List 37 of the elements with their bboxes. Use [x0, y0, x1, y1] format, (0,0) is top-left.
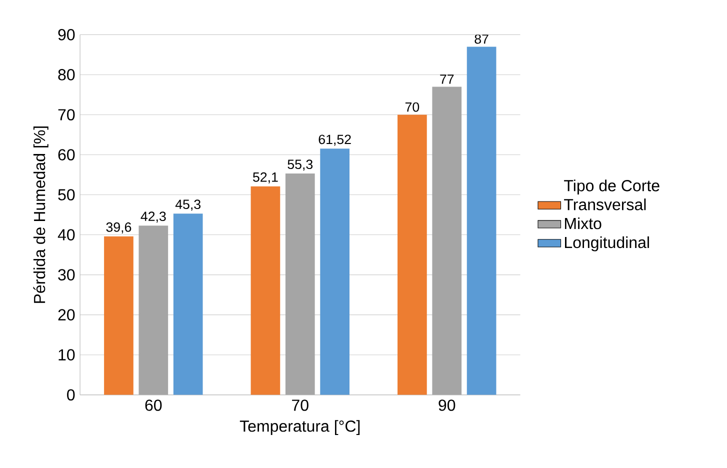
- x-tick-label: 90: [438, 399, 456, 411]
- x-tick-label: 70: [292, 399, 308, 411]
- y-tick-label: 40: [58, 229, 75, 240]
- bar: [138, 225, 168, 395]
- data-label: 61,52: [318, 134, 351, 146]
- legend-label: Mixto: [565, 217, 602, 230]
- y-tick-label: 80: [58, 68, 75, 80]
- bar: [466, 46, 496, 395]
- legend-title: Tipo de Corte: [564, 179, 660, 194]
- data-label: 42,3: [140, 212, 166, 223]
- y-tick-label: 0: [67, 389, 75, 400]
- y-tick-label: 50: [58, 188, 75, 200]
- data-label: 77: [440, 74, 454, 84]
- y-tick-label: 20: [58, 309, 75, 320]
- y-tick-label: 10: [58, 349, 75, 360]
- legend-label: Transversal: [564, 198, 646, 210]
- x-axis-title: Temperatura [°C]: [240, 420, 360, 435]
- y-tick-label: 30: [58, 269, 75, 280]
- x-tick-label: 60: [145, 399, 162, 411]
- bar: [104, 236, 134, 395]
- data-label: 45,3: [175, 200, 200, 211]
- legend-label: Longitudinal: [565, 236, 649, 252]
- bar: [173, 213, 203, 395]
- bar: [250, 186, 280, 395]
- bar: [398, 114, 427, 395]
- data-label: 55,3: [288, 159, 313, 171]
- data-label: 87: [474, 34, 488, 44]
- y-tick-label: 90: [58, 28, 75, 40]
- data-label: 39,6: [106, 222, 132, 234]
- y-axis-title: Pérdida de Humedad [%]: [33, 126, 48, 303]
- bar: [432, 86, 462, 395]
- data-label: 70: [405, 102, 420, 112]
- bar: [320, 148, 350, 395]
- y-tick-label: 60: [58, 148, 75, 160]
- data-label: 52,1: [253, 172, 278, 184]
- y-tick-label: 70: [58, 108, 75, 120]
- bar: [285, 173, 315, 395]
